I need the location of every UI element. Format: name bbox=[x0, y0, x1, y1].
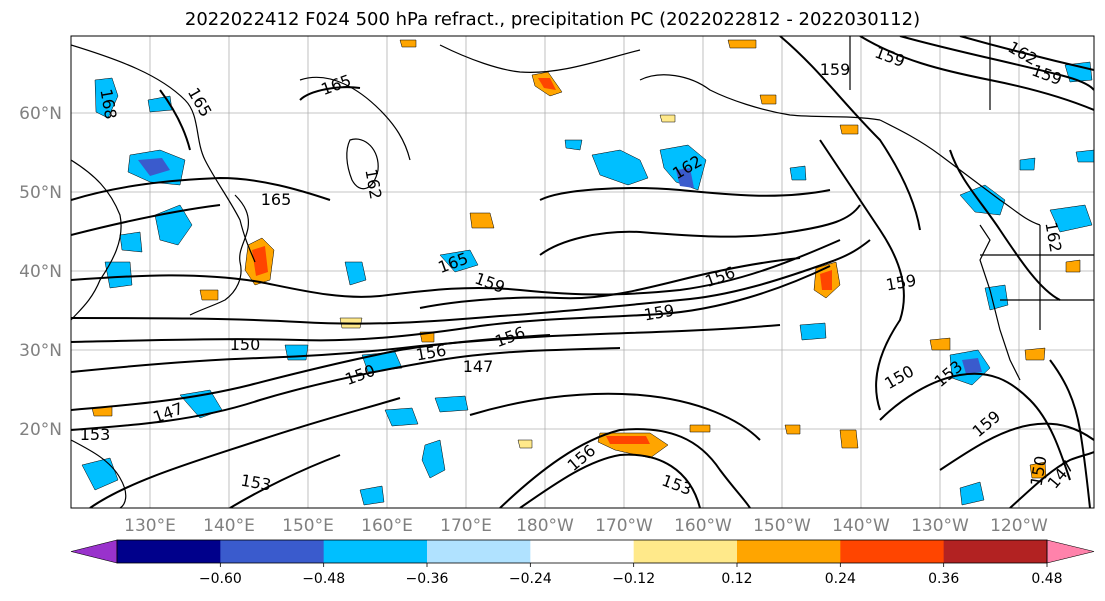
lon-label: 170°E bbox=[440, 516, 492, 536]
lon-label: 150°W bbox=[753, 516, 811, 536]
latitude-labels: 60°N 50°N 40°N 30°N 20°N bbox=[19, 104, 62, 440]
colorbar-segment bbox=[633, 540, 738, 563]
colorbar-tick-label: −0.60 bbox=[199, 571, 242, 587]
lon-label: 120°W bbox=[990, 516, 1048, 536]
refractivity-contours bbox=[71, 36, 1094, 508]
colorbar-tick-label: −0.12 bbox=[612, 571, 655, 587]
colorbar-tick-label: −0.48 bbox=[302, 571, 345, 587]
colorbar-segment bbox=[737, 540, 841, 563]
contour-label: 153 bbox=[80, 425, 111, 444]
colorbar-tick-label: −0.36 bbox=[406, 571, 449, 587]
colorbar-segment bbox=[117, 540, 221, 563]
colorbar-tick-label: 0.24 bbox=[825, 571, 856, 587]
colorbar-tick-label: 0.36 bbox=[928, 571, 959, 587]
colorbar: −0.60 −0.48 −0.36 −0.24 −0.12 0.12 0.24 0.36 0.4… bbox=[70, 539, 1095, 587]
colorbar-segment bbox=[530, 540, 635, 563]
lat-label: 60°N bbox=[19, 104, 62, 124]
colorbar-segment bbox=[427, 540, 531, 563]
contour-label: 150 bbox=[230, 335, 261, 354]
contour-label: 147 bbox=[463, 357, 494, 376]
lon-label: 180°W bbox=[516, 516, 574, 536]
longitude-labels: 130°E 140°E 150°E 160°E 170°E 180°W 170°W 160°W… bbox=[124, 516, 1048, 536]
lon-label: 150°E bbox=[282, 516, 334, 536]
lon-label: 130°W bbox=[911, 516, 969, 536]
colorbar-tick-label: −0.24 bbox=[509, 571, 552, 587]
colorbar-extend-low bbox=[70, 539, 118, 564]
map-frame bbox=[70, 35, 1095, 509]
colorbar-segment bbox=[840, 540, 945, 563]
chart-title: 2022022412 F024 500 hPa refract., precip… bbox=[184, 9, 921, 30]
lon-label: 160°E bbox=[361, 516, 413, 536]
anomaly-shading bbox=[81, 39, 1094, 506]
lat-label: 50°N bbox=[19, 183, 62, 203]
colorbar-segment bbox=[943, 540, 1048, 563]
lon-label: 170°W bbox=[595, 516, 653, 536]
lat-label: 30°N bbox=[19, 341, 62, 361]
lon-label: 140°E bbox=[203, 516, 255, 536]
colorbar-extend-high bbox=[1046, 539, 1095, 564]
lat-label: 40°N bbox=[19, 262, 62, 282]
contour-label: 165 bbox=[261, 190, 292, 209]
lon-label: 130°E bbox=[124, 516, 176, 536]
contour-label: 159 bbox=[820, 60, 851, 79]
colorbar-frame bbox=[116, 539, 1048, 564]
colorbar-segment bbox=[323, 540, 428, 563]
colorbar-segment bbox=[220, 540, 325, 563]
lon-label: 140°W bbox=[832, 516, 890, 536]
coastlines bbox=[71, 36, 1094, 508]
map-background bbox=[71, 36, 1094, 508]
lat-label: 20°N bbox=[19, 420, 62, 440]
colorbar-tick-label: 0.48 bbox=[1031, 571, 1062, 587]
colorbar-tick-label: 0.12 bbox=[721, 571, 752, 587]
lon-label: 160°W bbox=[674, 516, 732, 536]
